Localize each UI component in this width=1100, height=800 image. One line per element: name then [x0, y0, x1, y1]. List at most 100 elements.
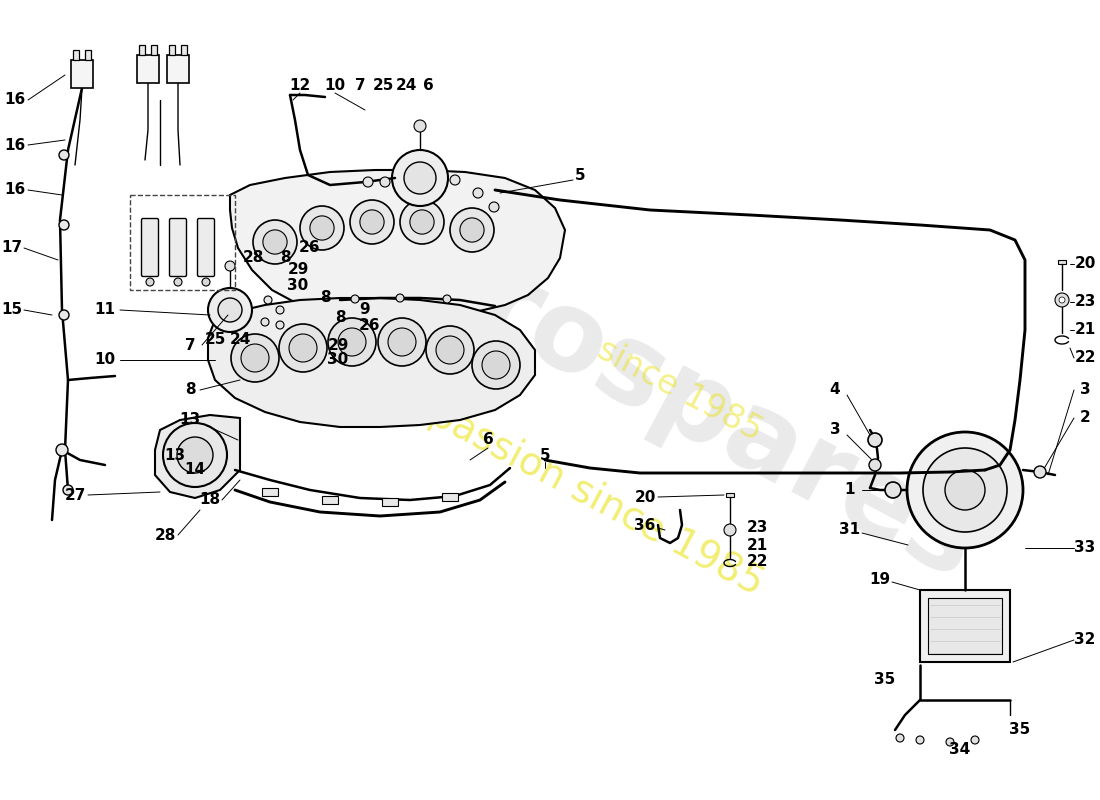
Circle shape [443, 295, 451, 303]
Circle shape [59, 150, 69, 160]
Circle shape [279, 324, 327, 372]
Circle shape [351, 295, 359, 303]
Text: since 1985: since 1985 [592, 333, 768, 447]
Text: 6: 6 [422, 78, 433, 93]
Circle shape [360, 210, 384, 234]
Circle shape [363, 177, 373, 187]
Text: 20: 20 [1075, 257, 1096, 271]
Circle shape [300, 206, 344, 250]
Circle shape [226, 261, 235, 271]
FancyBboxPatch shape [198, 218, 214, 277]
Text: 12: 12 [289, 78, 310, 93]
Text: 9: 9 [360, 302, 371, 318]
Circle shape [328, 318, 376, 366]
Circle shape [450, 208, 494, 252]
Text: 2: 2 [1079, 410, 1090, 426]
Text: 6: 6 [483, 433, 494, 447]
Text: 20: 20 [635, 490, 656, 505]
Text: 16: 16 [4, 138, 25, 153]
Circle shape [1034, 466, 1046, 478]
Circle shape [208, 288, 252, 332]
Circle shape [379, 177, 390, 187]
Text: 10: 10 [324, 78, 345, 93]
Text: 25: 25 [205, 333, 225, 347]
Bar [920, 590, 1010, 662]
Text: 32: 32 [1075, 633, 1096, 647]
Circle shape [218, 298, 242, 322]
Circle shape [400, 200, 444, 244]
FancyBboxPatch shape [142, 218, 158, 277]
Circle shape [289, 334, 317, 362]
Bar [151, 45, 157, 55]
Text: 3: 3 [829, 422, 840, 438]
Bar [1058, 260, 1066, 264]
Circle shape [896, 734, 904, 742]
Circle shape [59, 220, 69, 230]
Circle shape [59, 310, 69, 320]
Bar [139, 45, 145, 55]
Text: 27: 27 [64, 487, 86, 502]
Text: 24: 24 [229, 333, 251, 347]
Text: 13: 13 [164, 447, 186, 462]
Circle shape [971, 736, 979, 744]
Text: 8: 8 [320, 290, 330, 306]
Bar [262, 488, 278, 496]
Bar [167, 55, 189, 83]
Text: 10: 10 [95, 353, 116, 367]
Bar [442, 493, 458, 501]
Bar [322, 496, 338, 504]
Circle shape [276, 321, 284, 329]
Bar [72, 60, 94, 88]
Circle shape [923, 448, 1006, 532]
Text: 26: 26 [360, 318, 381, 334]
Text: 3: 3 [1080, 382, 1090, 398]
Bar [928, 598, 1002, 654]
Text: 15: 15 [1, 302, 23, 318]
Bar [182, 45, 187, 55]
Text: 21: 21 [747, 538, 768, 553]
Text: 31: 31 [839, 522, 860, 538]
Text: 1: 1 [845, 482, 856, 498]
Text: 17: 17 [1, 241, 23, 255]
Circle shape [472, 341, 520, 389]
Text: 29: 29 [287, 262, 309, 278]
Text: 21: 21 [1075, 322, 1096, 338]
Text: 34: 34 [949, 742, 970, 758]
Circle shape [946, 738, 954, 746]
Text: 23: 23 [1075, 294, 1096, 310]
Text: 8: 8 [334, 310, 345, 326]
Text: 5: 5 [540, 447, 550, 462]
Circle shape [310, 216, 334, 240]
Text: 35: 35 [1010, 722, 1031, 738]
Polygon shape [155, 415, 240, 498]
Circle shape [392, 150, 448, 206]
Polygon shape [208, 298, 535, 427]
Circle shape [404, 162, 436, 194]
Text: 13: 13 [179, 413, 200, 427]
Text: 16: 16 [4, 182, 25, 198]
Circle shape [482, 351, 510, 379]
Text: 24: 24 [395, 78, 417, 93]
Circle shape [202, 278, 210, 286]
Polygon shape [230, 170, 565, 318]
Text: 25: 25 [372, 78, 394, 93]
Text: 28: 28 [242, 250, 264, 266]
Text: 26: 26 [299, 241, 321, 255]
Text: 4: 4 [829, 382, 840, 398]
Text: 7: 7 [185, 338, 196, 353]
Circle shape [338, 328, 366, 356]
Circle shape [436, 336, 464, 364]
Circle shape [263, 230, 287, 254]
Circle shape [1059, 297, 1065, 303]
Text: 28: 28 [154, 527, 176, 542]
Circle shape [146, 278, 154, 286]
Text: 30: 30 [287, 278, 309, 293]
Circle shape [378, 318, 426, 366]
Circle shape [426, 326, 474, 374]
Circle shape [490, 202, 499, 212]
Circle shape [177, 437, 213, 473]
Circle shape [724, 524, 736, 536]
Text: 33: 33 [1075, 541, 1096, 555]
Text: a passion since 1985: a passion since 1985 [390, 378, 770, 602]
Circle shape [276, 306, 284, 314]
